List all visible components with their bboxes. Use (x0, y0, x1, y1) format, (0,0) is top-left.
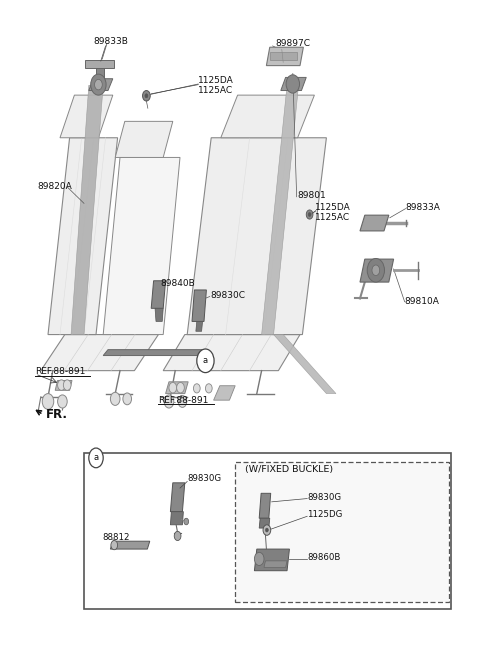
Polygon shape (264, 561, 287, 567)
Polygon shape (103, 157, 180, 335)
Polygon shape (196, 321, 203, 331)
Polygon shape (41, 335, 158, 371)
Circle shape (174, 531, 181, 541)
Circle shape (254, 552, 264, 565)
Circle shape (193, 384, 200, 393)
Polygon shape (71, 85, 103, 335)
Polygon shape (110, 541, 150, 549)
Text: 89830G: 89830G (307, 493, 341, 502)
Circle shape (58, 395, 67, 408)
Text: 89820A: 89820A (37, 182, 72, 192)
Bar (270, 52, 297, 60)
Polygon shape (48, 138, 118, 335)
Circle shape (306, 210, 313, 219)
Polygon shape (281, 77, 306, 91)
Text: 89897C: 89897C (275, 39, 310, 49)
Text: 1125AC: 1125AC (198, 86, 233, 95)
Circle shape (111, 541, 118, 550)
Polygon shape (60, 95, 113, 138)
Polygon shape (221, 95, 314, 138)
Text: REF.88-891: REF.88-891 (158, 396, 209, 405)
Circle shape (197, 349, 214, 373)
Polygon shape (262, 85, 299, 335)
Circle shape (95, 79, 102, 90)
Circle shape (372, 265, 380, 276)
Polygon shape (254, 549, 289, 571)
Text: 1125DA: 1125DA (315, 203, 351, 212)
Circle shape (91, 74, 106, 95)
Polygon shape (274, 335, 336, 394)
Circle shape (178, 396, 187, 407)
Circle shape (169, 382, 177, 393)
Polygon shape (360, 259, 394, 282)
Circle shape (42, 394, 54, 409)
Text: 89860B: 89860B (307, 553, 341, 562)
Text: 89810A: 89810A (405, 297, 440, 306)
Circle shape (145, 94, 148, 98)
Circle shape (205, 384, 212, 393)
Circle shape (58, 380, 65, 390)
Polygon shape (155, 308, 163, 321)
Text: a: a (203, 356, 208, 365)
Circle shape (177, 382, 184, 393)
Circle shape (265, 528, 268, 532)
Polygon shape (166, 382, 188, 394)
Circle shape (89, 448, 103, 468)
Polygon shape (187, 138, 326, 335)
Circle shape (110, 392, 120, 405)
Text: 89830G: 89830G (187, 474, 221, 483)
Text: 89833B: 89833B (94, 37, 129, 46)
Polygon shape (115, 121, 173, 157)
Text: 89830C: 89830C (210, 291, 245, 300)
FancyBboxPatch shape (235, 462, 449, 602)
Polygon shape (89, 79, 113, 91)
Circle shape (184, 518, 189, 525)
Polygon shape (259, 493, 271, 518)
Text: 1125AC: 1125AC (315, 213, 350, 222)
Bar (85, 60, 114, 68)
Polygon shape (55, 380, 72, 390)
Text: 1125DA: 1125DA (198, 76, 234, 85)
Text: 89840B: 89840B (161, 279, 195, 288)
Circle shape (367, 258, 384, 282)
Circle shape (286, 75, 300, 93)
Bar (96, 68, 104, 82)
Polygon shape (103, 350, 206, 356)
Polygon shape (163, 335, 300, 371)
Circle shape (63, 380, 71, 390)
FancyBboxPatch shape (84, 453, 451, 609)
Text: 88812: 88812 (102, 533, 130, 542)
Polygon shape (151, 281, 166, 308)
Polygon shape (170, 512, 183, 525)
Polygon shape (360, 215, 389, 231)
Text: 1125DG: 1125DG (307, 510, 343, 520)
Circle shape (95, 79, 105, 92)
Text: (W/FIXED BUCKLE): (W/FIXED BUCKLE) (245, 465, 333, 474)
Text: FR.: FR. (46, 408, 68, 421)
Circle shape (308, 213, 311, 216)
Text: 89801: 89801 (298, 191, 326, 200)
Circle shape (123, 393, 132, 405)
Polygon shape (192, 290, 206, 321)
Circle shape (263, 525, 271, 535)
Circle shape (143, 91, 150, 101)
Text: 89833A: 89833A (406, 203, 441, 212)
Text: a: a (94, 453, 98, 462)
Polygon shape (259, 518, 270, 528)
Circle shape (179, 384, 186, 393)
Polygon shape (266, 47, 303, 66)
Polygon shape (214, 386, 235, 400)
Polygon shape (170, 483, 185, 512)
Circle shape (164, 395, 174, 408)
Text: REF.88-891: REF.88-891 (35, 367, 85, 377)
